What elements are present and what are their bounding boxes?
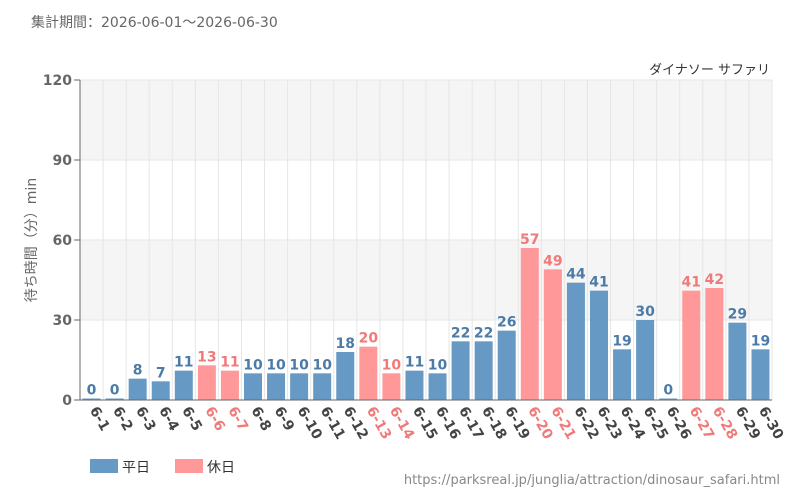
source-url: https://parksreal.jp/junglia/attraction/… <box>403 473 780 488</box>
bar-6-30 <box>751 349 770 400</box>
bar-value-label: 18 <box>336 336 355 352</box>
y-tick-labels: 0 30 60 90 120 <box>43 73 72 409</box>
bar-value-label: 26 <box>497 315 516 331</box>
bar-value-label: 10 <box>266 357 286 373</box>
bar-value-label: 29 <box>728 307 747 323</box>
bar-6-20 <box>520 248 539 400</box>
legend-label-weekday: 平日 <box>122 460 150 476</box>
bar-value-label: 20 <box>359 331 379 347</box>
x-tick-label: 6-4 <box>155 404 182 434</box>
period-label: 集計期間：2026-06-01〜2026-06-30 <box>31 15 278 31</box>
bar-6-29 <box>728 322 747 400</box>
bar-value-label: 22 <box>451 325 470 341</box>
x-tick-label: 6-5 <box>178 404 205 434</box>
legend-swatch-weekday <box>90 459 118 473</box>
y-tick-label: 0 <box>62 393 72 409</box>
bar-value-label: 8 <box>133 363 143 379</box>
bar-6-17 <box>451 341 470 400</box>
bar-value-label: 44 <box>566 267 586 283</box>
bar-6-21 <box>543 269 562 400</box>
bar-value-label: 7 <box>156 365 166 381</box>
bar-value-label: 30 <box>635 304 655 320</box>
y-axis-title: 待ち時間（分）min <box>24 178 40 302</box>
bar-value-label: 0 <box>110 383 120 399</box>
y-tick-label: 30 <box>53 313 73 329</box>
x-tick-label: 6-6 <box>201 404 228 434</box>
bar-6-1 <box>82 398 101 400</box>
bar-6-3 <box>128 378 147 400</box>
y-tick-label: 90 <box>53 153 73 169</box>
bar-value-label: 10 <box>243 357 263 373</box>
x-tick-label: 6-8 <box>248 404 275 434</box>
x-tick-label: 6-2 <box>109 404 136 434</box>
x-tick-label: 6-30 <box>755 404 787 443</box>
bar-6-14 <box>382 373 401 400</box>
bar-6-7 <box>220 370 239 400</box>
bar-6-22 <box>566 282 585 400</box>
bar-6-11 <box>313 373 332 400</box>
bar-value-label: 10 <box>312 357 332 373</box>
bar-value-label: 49 <box>543 253 562 269</box>
x-tick-label: 6-7 <box>224 404 251 434</box>
bar-6-10 <box>290 373 309 400</box>
bar-6-4 <box>151 381 170 400</box>
x-tick-labels: 6-16-26-36-46-56-66-76-86-96-106-116-126… <box>86 404 786 443</box>
bar-6-27 <box>682 290 701 400</box>
bar-value-label: 10 <box>382 357 402 373</box>
bar-value-label: 22 <box>474 325 493 341</box>
bar-value-label: 19 <box>751 333 770 349</box>
bar-value-label: 11 <box>174 355 193 371</box>
x-tick-label: 6-1 <box>86 404 113 434</box>
bar-value-label: 41 <box>589 275 608 291</box>
bar-6-26 <box>659 398 678 400</box>
x-tick-label: 6-9 <box>271 404 298 434</box>
bar-group <box>82 248 770 400</box>
bar-6-12 <box>336 352 355 400</box>
bar-6-16 <box>428 373 447 400</box>
bar-6-25 <box>636 320 655 400</box>
y-tick-label: 60 <box>53 233 73 249</box>
bar-value-label: 41 <box>682 275 701 291</box>
bar-6-5 <box>174 370 193 400</box>
legend-label-holiday: 休日 <box>207 460 235 476</box>
bar-value-label: 13 <box>197 349 216 365</box>
bar-value-label: 0 <box>87 383 97 399</box>
bar-value-label: 10 <box>428 357 448 373</box>
bar-6-2 <box>105 398 124 400</box>
bar-6-15 <box>405 370 424 400</box>
bar-6-13 <box>359 346 378 400</box>
bar-value-label: 19 <box>612 333 631 349</box>
bar-6-8 <box>244 373 262 400</box>
legend: 平日 休日 <box>90 459 235 476</box>
bar-value-label: 57 <box>520 232 539 248</box>
bar-6-28 <box>705 288 724 400</box>
bar-value-label: 11 <box>405 355 424 371</box>
legend-swatch-holiday <box>175 459 203 473</box>
bar-value-label: 42 <box>705 272 724 288</box>
chart-title: ダイナソー サファリ <box>649 63 770 78</box>
x-tick-label: 6-3 <box>132 404 159 434</box>
bar-value-label: 11 <box>220 355 239 371</box>
bar-6-6 <box>197 365 216 400</box>
bar-6-19 <box>497 330 516 400</box>
bar-6-23 <box>590 290 608 400</box>
bar-6-9 <box>267 373 286 400</box>
bar-value-label: 10 <box>289 357 309 373</box>
bar-value-label: 0 <box>663 383 673 399</box>
bar-6-18 <box>474 341 493 400</box>
bar-6-24 <box>613 349 632 400</box>
y-tick-label: 120 <box>43 73 72 89</box>
